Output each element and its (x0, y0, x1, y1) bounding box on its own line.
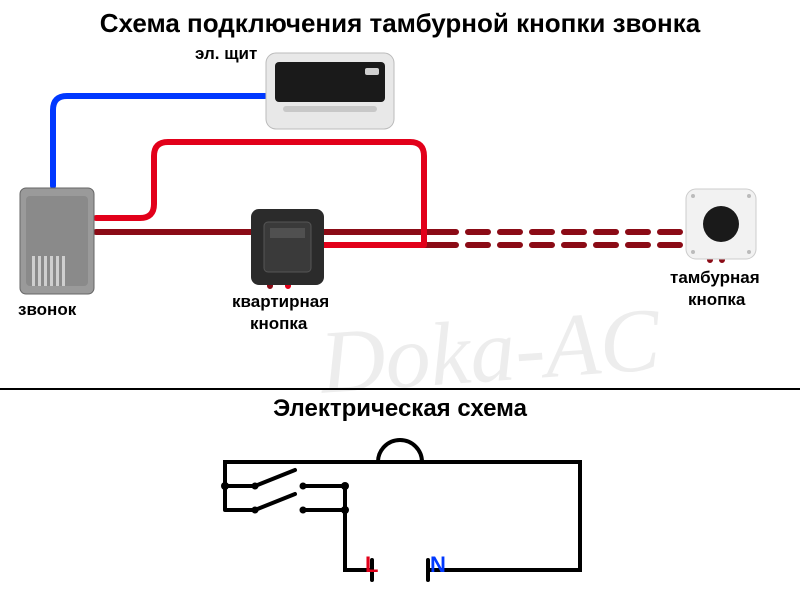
wiring-layer (0, 0, 800, 600)
label-apt-button-l2: кнопка (250, 314, 307, 334)
electrical-panel (265, 52, 395, 130)
label-tambur-button-l2: кнопка (688, 290, 745, 310)
tambur-button (685, 188, 757, 260)
label-tambur-button-l1: тамбурная (670, 268, 760, 288)
label-panel: эл. щит (195, 44, 257, 64)
doorbell-chime (18, 186, 96, 296)
electrical-schematic (0, 0, 800, 600)
label-apt-button-l1: квартирная (232, 292, 329, 312)
label-bell: звонок (18, 300, 76, 320)
main-title: Схема подключения тамбурной кнопки звонк… (0, 8, 800, 39)
apartment-switch (250, 208, 325, 286)
schematic-n-label: N (430, 552, 446, 578)
section-divider (0, 388, 800, 390)
schematic-title: Электрическая схема (0, 395, 800, 423)
schematic-l-label: L (365, 552, 378, 578)
